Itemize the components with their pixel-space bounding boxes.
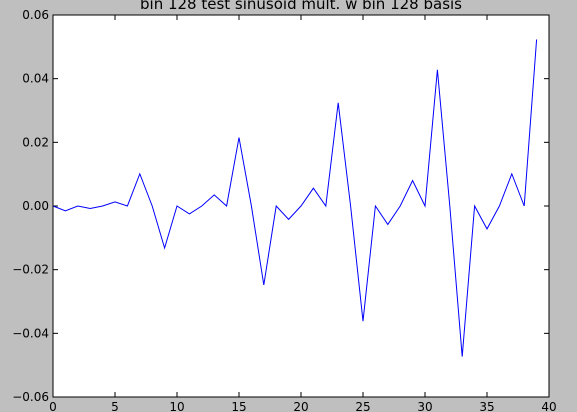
x-tick-label: 35 <box>479 400 494 412</box>
y-tick-label: −0.04 <box>12 326 49 340</box>
y-tick-label: −0.06 <box>12 390 49 404</box>
x-tick-label: 25 <box>355 400 370 412</box>
y-tick-label: 0.02 <box>22 135 49 149</box>
x-tick-label: 40 <box>541 400 556 412</box>
y-tick-label: −0.02 <box>12 263 49 277</box>
series-line <box>52 39 538 357</box>
chart-title: bin 128 test sinusoid mult. w bin 128 ba… <box>140 0 462 13</box>
x-tick-label: 0 <box>49 400 57 412</box>
tick-labels: 0 5 10 15 20 25 30 35 40 −0.06 −0.04 −0.02 0.00 0.02 0… <box>12 8 556 412</box>
y-tick-label: 0.04 <box>22 72 49 86</box>
plot-frame <box>52 14 550 398</box>
x-tick-label: 15 <box>231 400 246 412</box>
series-layer <box>52 39 538 357</box>
y-tick-label: 0.06 <box>22 8 49 22</box>
x-tick-label: 10 <box>169 400 184 412</box>
y-tick-label: 0.00 <box>22 199 49 213</box>
x-tick-label: 20 <box>293 400 308 412</box>
x-tick-label: 5 <box>111 400 119 412</box>
x-tick-label: 30 <box>417 400 432 412</box>
